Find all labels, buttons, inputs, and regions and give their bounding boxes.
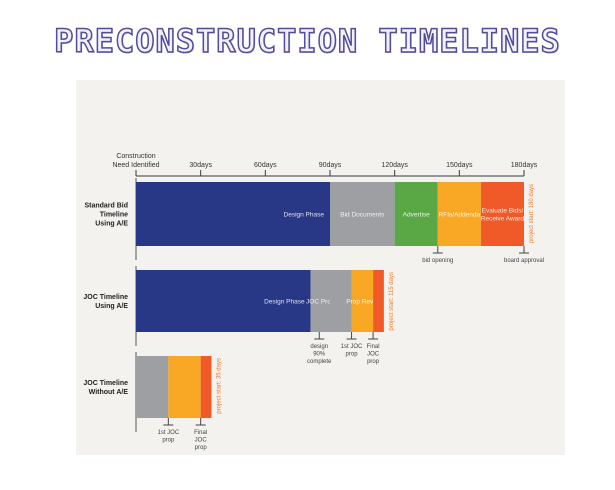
milestone-label: Final JOC prop [367, 344, 380, 365]
timeline-segment [136, 270, 311, 332]
axis-tick-label: 150days [446, 162, 473, 169]
axis-tick-label: 90days [319, 162, 342, 169]
timeline-segment [437, 182, 481, 246]
row-label: JOC Timeline Without A/E [83, 380, 128, 396]
project-start-note: project start: 115 days [389, 272, 395, 331]
row-label: Standard Bid Timeline Using A/E [84, 203, 128, 228]
segment-label: Bid Documents [340, 212, 385, 219]
timeline-segment [136, 182, 330, 246]
segment-label: JOC Prop [306, 299, 335, 306]
axis-tick-label: Construction Need Identified [112, 153, 159, 169]
timeline-segment [394, 182, 438, 246]
axis-tick-label: 60days [254, 162, 277, 169]
milestone-label: Final JOC prop [194, 430, 207, 451]
project-start-note: project start: 35 days [216, 358, 222, 414]
timeline-segment [351, 270, 374, 332]
milestone-label: bid opening [422, 258, 453, 264]
milestone-label: design 90% complete [307, 344, 332, 365]
timeline-segment [200, 356, 212, 418]
segment-label: RFIs/Addenda [439, 212, 481, 219]
axis-tick-label: 30days [189, 162, 212, 169]
milestone-label: 1st JOC prop [157, 430, 179, 444]
axis-tick-label: 120days [381, 162, 408, 169]
timeline-segment [136, 356, 169, 418]
timeline-segment [330, 182, 395, 246]
timeline-segment [480, 182, 524, 246]
project-start-note: project start: 180 days [529, 184, 535, 243]
segment-label: Advertise [403, 212, 430, 219]
segment-label: Evaluate Bids/Receive Award [481, 208, 525, 223]
segment-label: Prop Revie [346, 299, 379, 306]
milestone-label: 1st JOC prop [341, 344, 363, 358]
timeline-segment [330, 270, 352, 332]
segment-label: Design Phase [284, 212, 325, 219]
segment-label: Design Phase [264, 299, 305, 306]
page-title: PRECONSTRUCTION TIMELINES [53, 21, 561, 61]
timeline-segment [310, 270, 330, 332]
milestone-label: board approval [504, 258, 544, 264]
axis-tick-label: 180days [511, 162, 538, 169]
timeline-segment [373, 270, 384, 332]
row-label: JOC Timeline Using A/E [83, 294, 128, 310]
timeline-segment [168, 356, 201, 418]
